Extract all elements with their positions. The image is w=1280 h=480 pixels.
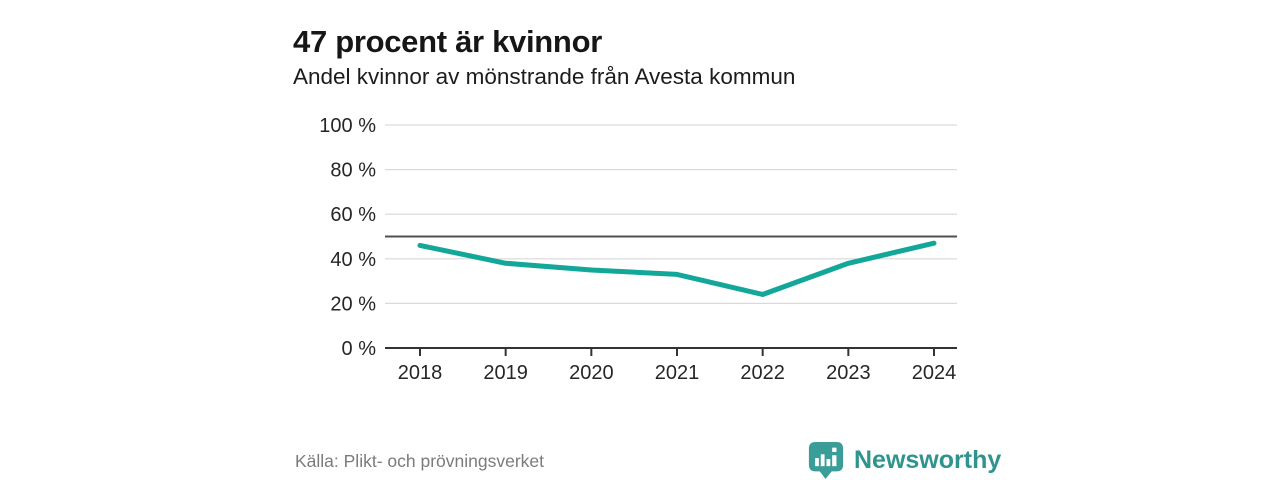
x-axis-label: 2023 xyxy=(826,362,871,384)
y-axis-label: 40 % xyxy=(330,249,376,271)
y-axis-label: 60 % xyxy=(330,204,376,226)
line-chart: 0 % 20 % 40 % 60 % 80 % 100 % 2018 2019 2020 2021… xyxy=(319,115,957,384)
data-line xyxy=(417,240,937,297)
x-axis-label: 2019 xyxy=(483,362,527,384)
y-axis-label: 80 % xyxy=(330,160,376,182)
brand-logo: Newsworthy xyxy=(807,441,1001,479)
chart-subtitle: Andel kvinnor av mönstrande från Avesta … xyxy=(293,64,796,89)
y-axis-label: 0 % xyxy=(342,338,377,360)
x-axis-label: 2020 xyxy=(569,362,614,384)
brand-name: Newsworthy xyxy=(854,445,1002,474)
y-axis-label: 100 % xyxy=(319,115,376,137)
x-axis-label: 2022 xyxy=(740,362,785,384)
x-axis-label: 2021 xyxy=(655,362,700,384)
y-axis-label: 20 % xyxy=(330,293,376,315)
x-axis-label: 2024 xyxy=(912,362,957,384)
x-axis-label: 2018 xyxy=(398,362,443,384)
chart-title: 47 procent är kvinnor xyxy=(293,23,602,59)
source-attribution: Källa: Plikt- och prövningsverket xyxy=(295,451,544,471)
newsworthy-bubble-chart-icon xyxy=(808,441,844,479)
